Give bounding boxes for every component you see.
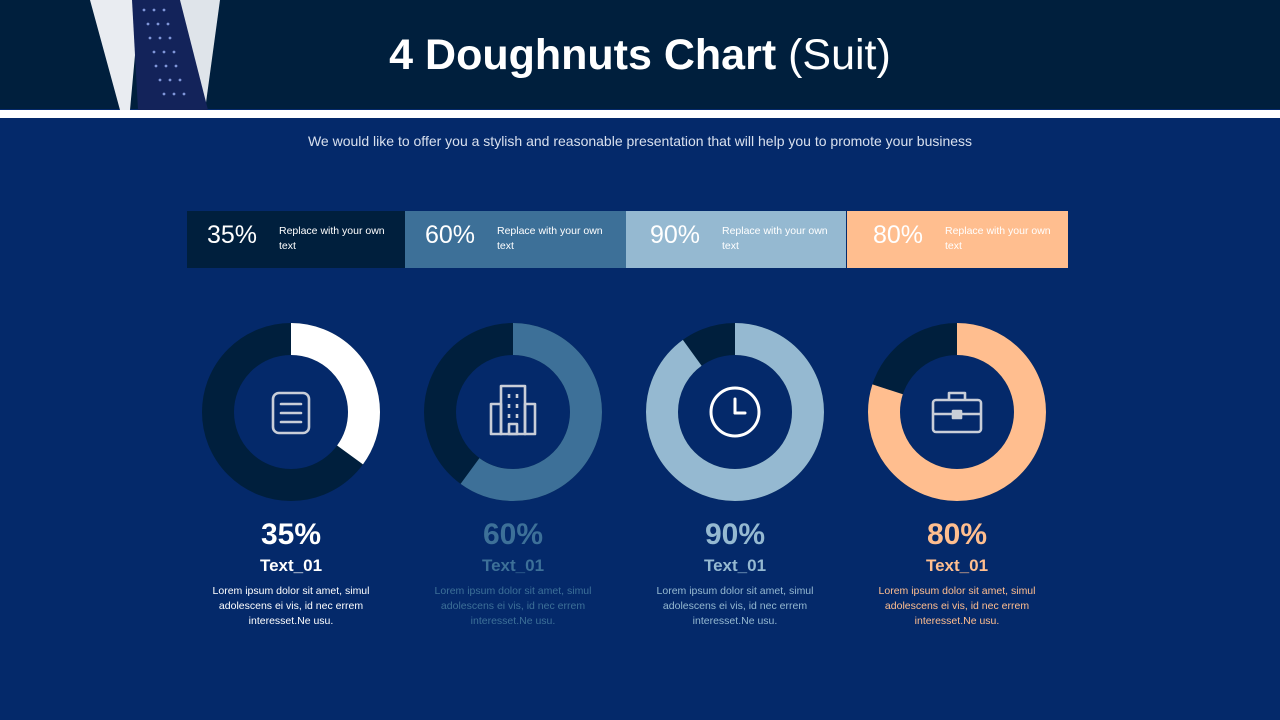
chart-value: 35% (260, 518, 322, 551)
chart-value: 90% (704, 518, 766, 551)
chart-text: Lorem ipsum dolor sit amet, simul adoles… (212, 585, 370, 627)
stat-box-3: 90% Replace with your own text (626, 211, 846, 268)
stats-bar: 35% Replace with your own text 60% Repla… (187, 211, 1068, 268)
chart-column: 60% Text_01 Lorem ipsum dolor sit amet, … (413, 322, 613, 627)
chart-label: Text_01 (481, 556, 545, 575)
doughnut-chart (646, 323, 824, 501)
header-divider (0, 110, 1280, 118)
doughnut-chart (868, 323, 1046, 501)
stat-percent: 80% (873, 221, 924, 249)
stat-box-1: 35% Replace with your own text (187, 211, 405, 268)
stat-text: Replace with your own text (722, 225, 828, 252)
clock-icon (709, 386, 761, 438)
briefcase-icon (931, 391, 983, 434)
header-banner: 4 Doughnuts Chart (Suit) (0, 0, 1280, 110)
chart-column: 80% Text_01 Lorem ipsum dolor sit amet, … (857, 322, 1057, 627)
chart-value: 60% (482, 518, 544, 551)
stat-text: Replace with your own text (945, 225, 1051, 252)
chart-column: 90% Text_01 Lorem ipsum dolor sit amet, … (635, 322, 835, 627)
stat-percent: 60% (425, 221, 476, 249)
document-icon (271, 391, 311, 435)
chart-text: Lorem ipsum dolor sit amet, simul adoles… (434, 585, 592, 627)
chart-label: Text_01 (925, 556, 989, 575)
title-bold: 4 Doughnuts Chart (389, 31, 777, 79)
doughnut-value-arc (868, 323, 1046, 501)
doughnut-chart (424, 323, 602, 501)
chart-text: Lorem ipsum dolor sit amet, simul adoles… (878, 585, 1036, 627)
stat-percent: 90% (650, 221, 701, 249)
chart-column: 35% Text_01 Lorem ipsum dolor sit amet, … (191, 322, 391, 627)
doughnut-value-arc (646, 323, 824, 501)
doughnut-value-arc (424, 323, 602, 501)
subtitle: We would like to offer you a stylish and… (307, 133, 973, 149)
chart-label: Text_01 (259, 556, 323, 575)
stat-text: Replace with your own text (497, 225, 603, 252)
chart-text: Lorem ipsum dolor sit amet, simul adoles… (656, 585, 814, 627)
stat-percent: 35% (207, 221, 258, 249)
chart-value: 80% (926, 518, 988, 551)
title-light: (Suit) (788, 31, 891, 79)
suit-tie-photo (90, 0, 220, 110)
page-title: 4 Doughnuts Chart (Suit) (0, 28, 1280, 82)
doughnut-value-arc (202, 323, 380, 501)
building-icon (489, 384, 537, 436)
stat-text: Replace with your own text (279, 225, 385, 252)
chart-label: Text_01 (703, 556, 767, 575)
stat-box-2: 60% Replace with your own text (405, 211, 626, 268)
doughnut-chart (202, 323, 380, 501)
stat-box-4: 80% Replace with your own text (847, 211, 1068, 268)
